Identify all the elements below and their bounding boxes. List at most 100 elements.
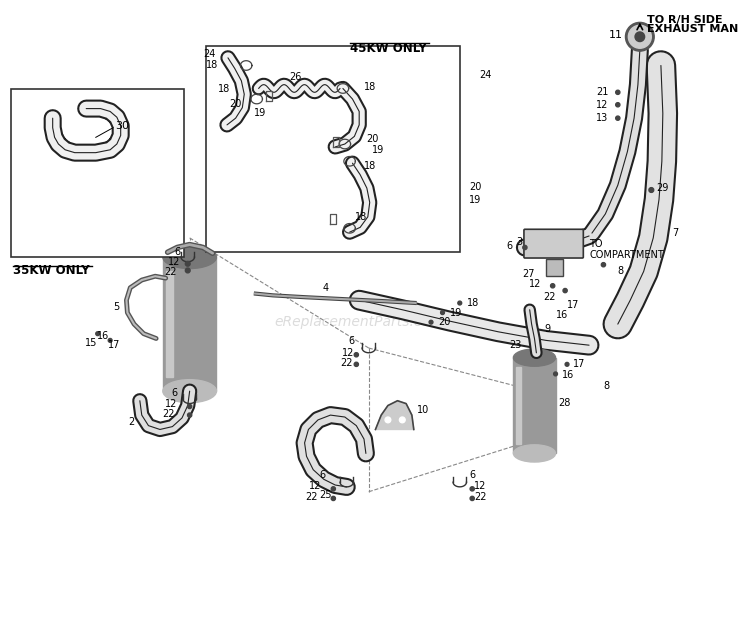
Circle shape — [635, 32, 644, 42]
Ellipse shape — [163, 380, 217, 402]
Circle shape — [332, 497, 335, 500]
Text: 20: 20 — [366, 134, 378, 144]
Bar — [163, 257, 217, 391]
Text: 10: 10 — [417, 405, 429, 415]
Circle shape — [188, 404, 192, 408]
Text: 8: 8 — [604, 381, 610, 392]
Circle shape — [185, 261, 190, 266]
Text: 19: 19 — [450, 308, 463, 317]
Text: 5: 5 — [113, 302, 120, 312]
Text: 9: 9 — [544, 324, 550, 334]
Circle shape — [470, 487, 474, 491]
Text: 22: 22 — [340, 358, 352, 368]
Text: 20: 20 — [229, 99, 242, 109]
Text: 16: 16 — [97, 330, 109, 341]
FancyBboxPatch shape — [524, 229, 584, 258]
Text: 18: 18 — [364, 82, 376, 91]
Text: TO R/H SIDE: TO R/H SIDE — [646, 15, 722, 24]
Text: TO
COMPARTMENT: TO COMPARTMENT — [589, 238, 664, 260]
Ellipse shape — [514, 349, 556, 366]
Text: 19: 19 — [470, 194, 482, 205]
Text: 12: 12 — [342, 348, 355, 358]
Circle shape — [96, 332, 100, 336]
Text: 15: 15 — [86, 338, 98, 348]
Text: 6: 6 — [506, 241, 512, 251]
Bar — [516, 367, 521, 444]
Circle shape — [523, 245, 527, 250]
Circle shape — [400, 417, 405, 422]
Circle shape — [626, 23, 654, 51]
Circle shape — [354, 353, 358, 357]
Text: 22: 22 — [165, 267, 177, 278]
Bar — [514, 357, 556, 453]
Text: 7: 7 — [673, 228, 679, 238]
Text: 6: 6 — [348, 336, 355, 346]
Text: 3: 3 — [516, 237, 522, 247]
Polygon shape — [376, 401, 414, 430]
Text: 17: 17 — [567, 300, 580, 310]
Text: 22: 22 — [474, 491, 487, 502]
Circle shape — [616, 116, 620, 120]
Text: 35KW ONLY: 35KW ONLY — [13, 264, 90, 277]
Text: 18: 18 — [355, 212, 367, 222]
Text: 45KW ONLY: 45KW ONLY — [350, 42, 426, 55]
Text: 19: 19 — [254, 108, 266, 118]
Text: 28: 28 — [559, 397, 571, 408]
Text: 6: 6 — [320, 471, 326, 480]
Text: 6: 6 — [174, 247, 180, 257]
Text: 17: 17 — [108, 340, 121, 350]
Circle shape — [550, 284, 555, 288]
Text: 12: 12 — [168, 257, 180, 267]
Text: 17: 17 — [573, 359, 585, 370]
Text: 27: 27 — [522, 269, 535, 279]
Text: 20: 20 — [439, 317, 451, 327]
Text: 24: 24 — [479, 70, 491, 80]
Text: 6: 6 — [171, 388, 177, 398]
Circle shape — [563, 289, 567, 292]
Circle shape — [616, 102, 620, 107]
Bar — [166, 271, 173, 377]
Text: 18: 18 — [467, 298, 480, 308]
Circle shape — [332, 487, 335, 491]
Text: 12: 12 — [308, 481, 321, 491]
Text: 21: 21 — [596, 88, 608, 97]
Text: 29: 29 — [656, 183, 668, 193]
Circle shape — [628, 25, 651, 48]
Text: eReplacementParts.com: eReplacementParts.com — [274, 315, 444, 329]
Text: 26: 26 — [289, 72, 302, 82]
Text: 24: 24 — [203, 49, 215, 59]
Text: 22: 22 — [162, 409, 174, 419]
Bar — [206, 46, 460, 252]
Text: 12: 12 — [474, 481, 487, 491]
Text: 8: 8 — [618, 267, 624, 276]
Text: 16: 16 — [562, 370, 574, 380]
Circle shape — [385, 417, 391, 422]
Text: 13: 13 — [596, 113, 608, 123]
Text: 12: 12 — [529, 279, 542, 289]
Circle shape — [554, 372, 557, 376]
Text: EXHAUST MAN: EXHAUST MAN — [646, 24, 738, 34]
Text: 6: 6 — [470, 471, 476, 480]
Text: 12: 12 — [165, 399, 177, 408]
Circle shape — [565, 363, 569, 366]
Text: 16: 16 — [556, 310, 568, 319]
Bar — [11, 90, 184, 257]
Text: 18: 18 — [364, 161, 376, 171]
Text: 18: 18 — [206, 61, 218, 70]
Circle shape — [185, 268, 190, 273]
Ellipse shape — [514, 445, 556, 462]
Circle shape — [649, 187, 654, 193]
Text: 2: 2 — [128, 417, 134, 427]
Text: 12: 12 — [596, 100, 608, 109]
Circle shape — [470, 497, 474, 500]
Text: 11: 11 — [608, 30, 622, 40]
Circle shape — [354, 362, 358, 366]
Circle shape — [440, 310, 445, 314]
Circle shape — [602, 263, 605, 267]
Text: 19: 19 — [372, 145, 384, 155]
Bar — [546, 259, 563, 276]
Text: 22: 22 — [305, 491, 318, 502]
Ellipse shape — [163, 245, 217, 269]
Circle shape — [458, 301, 462, 305]
Text: 30: 30 — [115, 121, 129, 131]
